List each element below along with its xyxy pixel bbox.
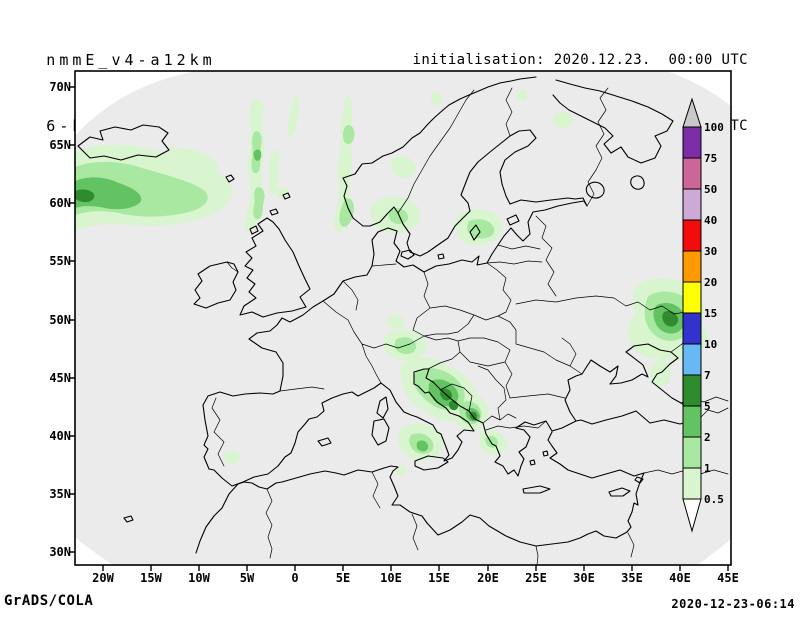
colorbar-label: 30 bbox=[704, 245, 717, 258]
creation-timestamp: 2020-12-23-06:14 bbox=[671, 597, 795, 611]
colorbar-label: 100 bbox=[704, 121, 724, 134]
x-axis-ticks bbox=[102, 565, 729, 571]
y-tick-label: 60N bbox=[49, 196, 71, 210]
colorbar-segment bbox=[682, 126, 702, 159]
y-axis-ticks bbox=[69, 86, 75, 553]
coastline-great-britain bbox=[239, 217, 311, 318]
precip-area bbox=[339, 198, 355, 227]
lake-onega bbox=[630, 175, 645, 190]
precip-area bbox=[416, 440, 429, 452]
colorbar-label: 0.5 bbox=[704, 493, 724, 506]
colorbar-label: 5 bbox=[704, 400, 711, 413]
colorbar-label: 75 bbox=[704, 152, 717, 165]
colorbar-segment bbox=[682, 405, 702, 438]
precip-area bbox=[430, 92, 443, 106]
colorbar-segment bbox=[682, 312, 702, 345]
country-borders bbox=[211, 87, 729, 566]
colorbar-segment bbox=[682, 436, 702, 469]
colorbar-segment bbox=[682, 281, 702, 314]
precip-area bbox=[253, 187, 265, 220]
coastline-mediterranean-blacksea bbox=[242, 343, 702, 483]
colorbar-label: 1 bbox=[704, 462, 711, 475]
coastline-atlantic-baltic-scandinavia bbox=[202, 76, 588, 487]
x-tick-label: 45E bbox=[717, 571, 739, 585]
colorbar-segment bbox=[682, 343, 702, 376]
colorbar-label: 15 bbox=[704, 307, 717, 320]
grads-credit: GrADS/COLA bbox=[4, 593, 94, 609]
x-tick-label: 40E bbox=[669, 571, 691, 585]
precip-area bbox=[552, 111, 573, 129]
colorbar: 100 75 50 40 30 20 15 10 7 5 2 1 0.5 bbox=[682, 97, 724, 533]
y-tick-label: 35N bbox=[49, 487, 71, 501]
x-tick-label: 0 bbox=[291, 571, 298, 585]
domain-corner-mask bbox=[697, 539, 731, 565]
precip-area bbox=[388, 208, 409, 225]
x-tick-label: 5W bbox=[240, 571, 255, 585]
colorbar-label: 20 bbox=[704, 276, 717, 289]
colorbar-segment bbox=[682, 219, 702, 252]
x-tick-label: 35E bbox=[621, 571, 643, 585]
y-tick-label: 70N bbox=[49, 80, 71, 94]
coastline-kola-whitesea bbox=[552, 79, 674, 164]
precip-area bbox=[395, 465, 408, 476]
precip-area bbox=[342, 125, 355, 145]
domain-corner-mask bbox=[75, 71, 196, 136]
precip-area bbox=[467, 219, 495, 239]
x-tick-label: 25E bbox=[525, 571, 547, 585]
init-time: initialisation: 2020.12.23. 00:00 UTC bbox=[412, 52, 748, 68]
colorbar-segment bbox=[682, 250, 702, 283]
colorbar-arrow-bottom bbox=[682, 498, 702, 533]
precip-area bbox=[516, 89, 528, 102]
precip-area bbox=[75, 189, 95, 203]
colorbar-label: 50 bbox=[704, 183, 717, 196]
precip-area bbox=[386, 315, 405, 330]
x-tick-label: 10W bbox=[188, 571, 210, 585]
precip-area bbox=[287, 95, 299, 138]
x-tick-label: 30E bbox=[573, 571, 595, 585]
y-tick-label: 45N bbox=[49, 371, 71, 385]
x-tick-label: 20E bbox=[477, 571, 499, 585]
y-tick-label: 55N bbox=[49, 254, 71, 268]
colorbar-label: 7 bbox=[704, 369, 711, 382]
x-tick-label: 10E bbox=[380, 571, 402, 585]
precip-area bbox=[168, 147, 219, 175]
coastline-iceland bbox=[77, 124, 170, 161]
precip-area bbox=[650, 357, 671, 387]
precip-area bbox=[222, 450, 240, 465]
domain-corner-mask bbox=[75, 537, 113, 565]
coastline-ireland bbox=[193, 261, 239, 309]
colorbar-segment bbox=[682, 467, 702, 500]
model-name: nmmE_v4-a12km bbox=[46, 51, 216, 69]
precip-area bbox=[662, 310, 679, 327]
precip-area bbox=[253, 149, 262, 161]
y-tick-label: 50N bbox=[49, 313, 71, 327]
colorbar-segment bbox=[682, 374, 702, 407]
coastline-africa-levant bbox=[195, 431, 645, 554]
precip-area bbox=[391, 156, 417, 178]
colorbar-label: 10 bbox=[704, 338, 717, 351]
precip-area bbox=[268, 149, 280, 195]
domain-corner-mask bbox=[666, 71, 731, 106]
x-tick-label: 5E bbox=[336, 571, 350, 585]
map-frame bbox=[74, 70, 732, 566]
x-tick-label: 15W bbox=[140, 571, 162, 585]
colorbar-label: 2 bbox=[704, 431, 711, 444]
y-tick-label: 30N bbox=[49, 545, 71, 559]
x-tick-label: 15E bbox=[428, 571, 450, 585]
y-tick-label: 40N bbox=[49, 429, 71, 443]
lake-ladoga bbox=[585, 181, 605, 199]
x-tick-label: 20W bbox=[92, 571, 114, 585]
coastline-islands bbox=[123, 174, 644, 523]
precip-area bbox=[75, 177, 142, 210]
colorbar-segment bbox=[682, 188, 702, 221]
y-tick-label: 65N bbox=[49, 138, 71, 152]
coastlines bbox=[77, 76, 702, 554]
colorbar-label: 40 bbox=[704, 214, 717, 227]
colorbar-segment bbox=[682, 157, 702, 190]
precip-area bbox=[275, 187, 290, 199]
